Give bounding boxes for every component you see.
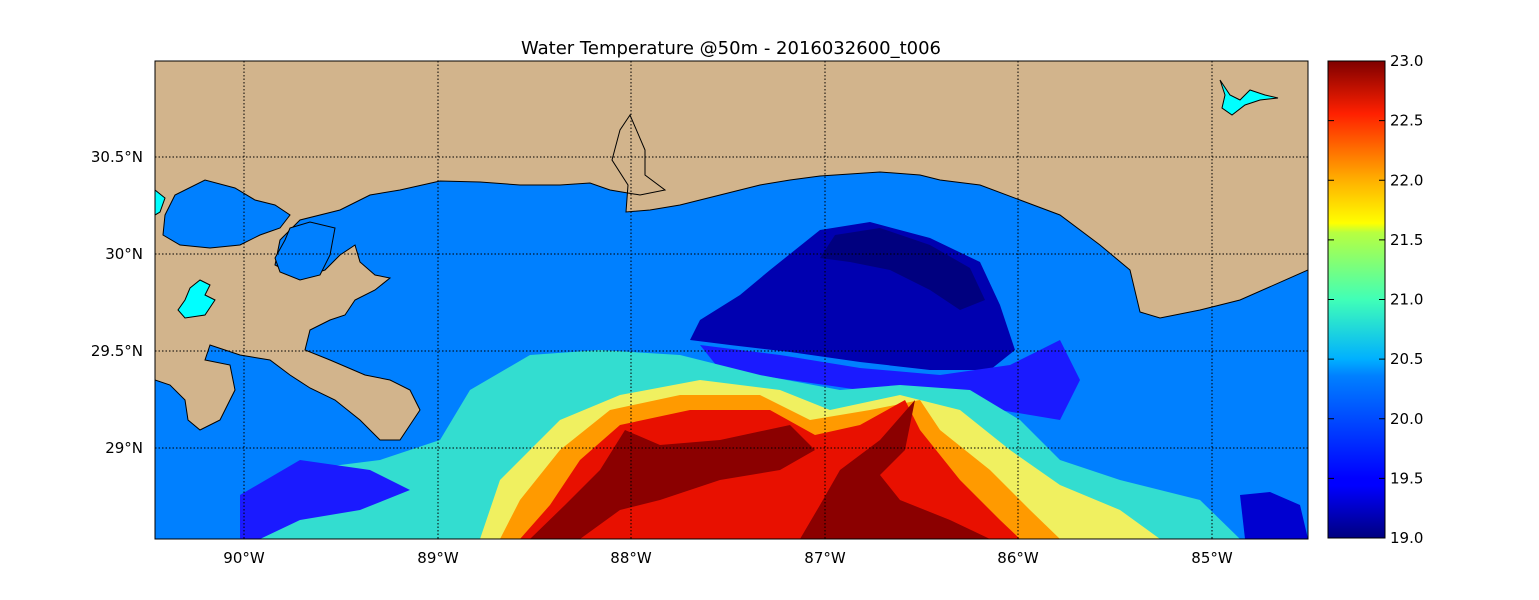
- y-tick-label: 30.5°N: [91, 148, 143, 166]
- map-title: Water Temperature @50m - 2016032600_t006: [521, 38, 941, 59]
- lake-salvador: [177, 279, 216, 319]
- lake-pontchartrain: [162, 179, 291, 249]
- x-tick-label: 87°W: [804, 549, 846, 567]
- colorbar-tick-label: 20.5: [1390, 350, 1423, 368]
- x-tick-labels: 90°W 89°W 88°W 87°W 86°W 85°W: [223, 549, 1233, 567]
- y-tick-label: 29.5°N: [91, 342, 143, 360]
- colorbar-gradient: [1327, 60, 1386, 539]
- x-tick-label: 85°W: [1191, 549, 1233, 567]
- y-tick-label: 30°N: [105, 245, 143, 263]
- graticule: [155, 61, 1308, 539]
- x-tick-label: 89°W: [417, 549, 459, 567]
- colorbar-tick-label: 21.0: [1390, 291, 1423, 309]
- colorbar-tick-label: 19.0: [1390, 529, 1423, 547]
- x-tick-label: 90°W: [223, 549, 265, 567]
- y-tick-labels: 30.5°N 30°N 29.5°N 29°N: [91, 148, 143, 457]
- plot-frame: [154, 60, 1309, 540]
- y-tick-label: 29°N: [105, 439, 143, 457]
- lake-maurepas: [155, 189, 166, 216]
- colorbar: 23.0 22.5 22.0 21.5 21.0 20.5 20.0 19.5 19.0: [1327, 52, 1423, 547]
- colorbar-tick-label: 20.0: [1390, 410, 1423, 428]
- x-tick-label: 88°W: [610, 549, 652, 567]
- land: [155, 61, 1308, 441]
- hot-core-east: [800, 400, 990, 539]
- hot-core-west: [530, 425, 815, 539]
- x-tick-label: 86°W: [997, 549, 1039, 567]
- southwest-cold-patch: [240, 460, 410, 539]
- lake-borgne: [274, 221, 336, 281]
- lake-seminole: [1219, 79, 1279, 116]
- temperature-field: [240, 222, 1308, 539]
- colorbar-tick-label: 22.0: [1390, 171, 1423, 189]
- colorbar-tick-label: 19.5: [1390, 469, 1423, 487]
- colorbar-tick-label: 23.0: [1390, 52, 1423, 70]
- cold-core: [820, 228, 985, 310]
- southeast-cold-patch: [1240, 492, 1308, 539]
- colorbar-tick-label: 22.5: [1390, 112, 1423, 130]
- colorbar-ticks: 23.0 22.5 22.0 21.5 21.0 20.5 20.0 19.5 19.0: [1328, 52, 1423, 547]
- colorbar-tick-label: 21.5: [1390, 231, 1423, 249]
